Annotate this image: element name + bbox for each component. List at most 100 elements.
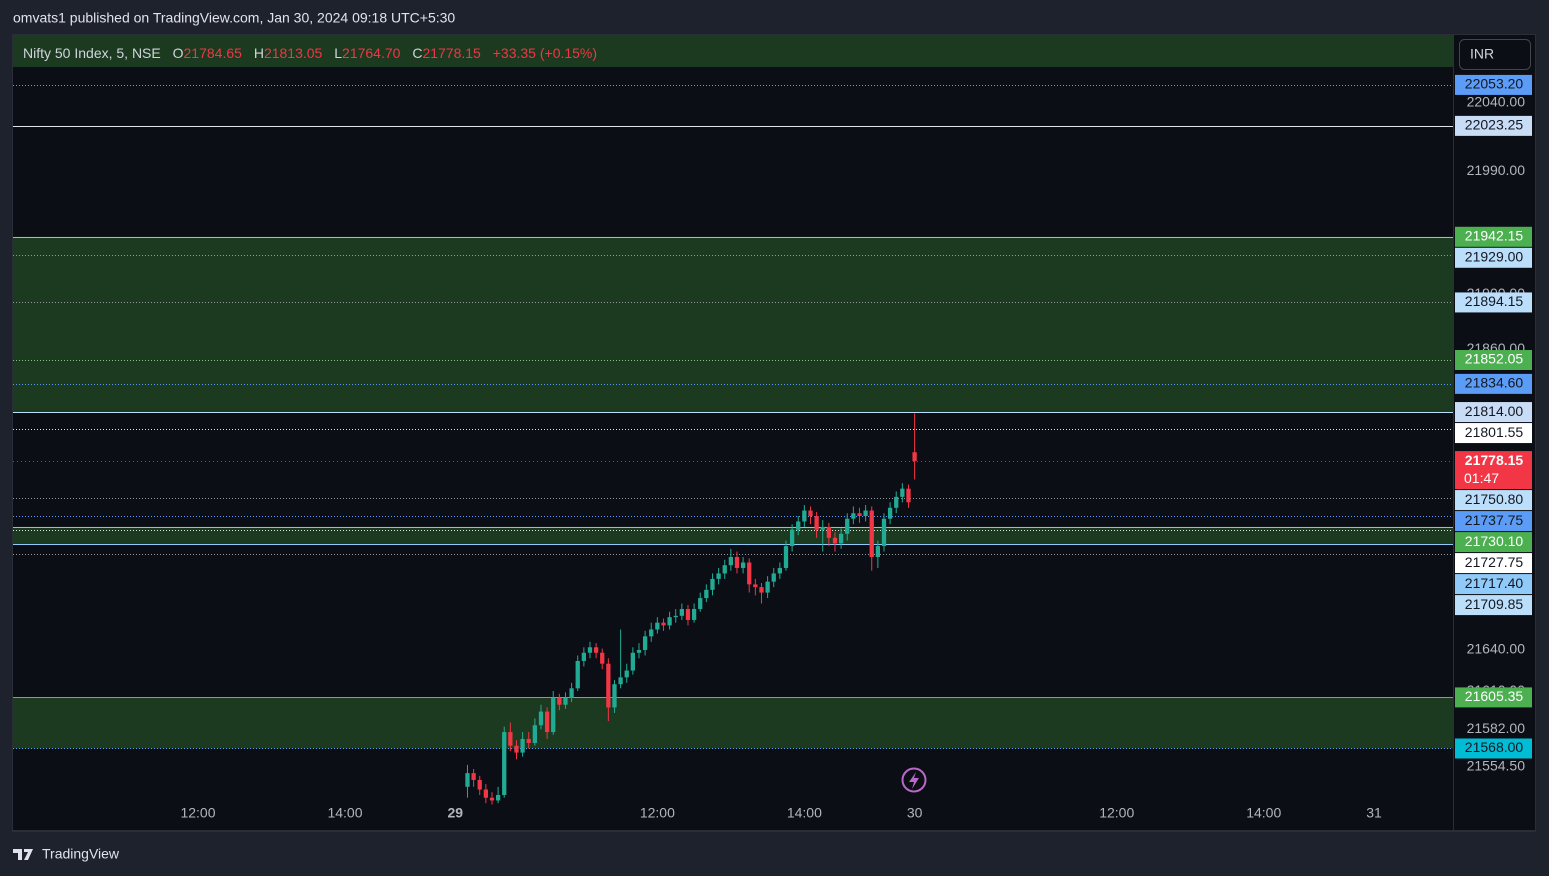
x-tick-label: 29 <box>447 805 463 821</box>
candle-body <box>544 711 550 733</box>
plot-area <box>13 35 1453 805</box>
candle-body <box>606 663 611 708</box>
legend: Nifty 50 Index, 5, NSE O21784.65 H21813.… <box>23 45 597 61</box>
candle-body <box>802 510 807 522</box>
candle-body <box>863 510 868 516</box>
candle-body <box>808 510 813 516</box>
candle-body <box>569 688 574 698</box>
candle-body <box>471 773 476 780</box>
candle-body <box>698 598 703 609</box>
candle-body <box>789 529 795 547</box>
candle-body <box>759 587 764 593</box>
candle-body <box>514 745 519 753</box>
candle-body <box>722 565 727 574</box>
candle-body <box>845 518 850 534</box>
level-label: 21709.85 <box>1465 596 1524 612</box>
level-box <box>1455 490 1532 511</box>
low-value: 21764.70 <box>342 45 401 61</box>
candle-body <box>826 526 832 538</box>
candle-body <box>593 647 599 653</box>
close-value: 21778.15 <box>422 45 481 61</box>
candle-body <box>520 738 525 753</box>
candle-body <box>685 608 691 620</box>
level-box <box>1455 292 1532 313</box>
x-tick-label: 12:00 <box>1099 805 1134 821</box>
low-key: L <box>334 45 342 61</box>
candle-body <box>796 521 801 530</box>
zone <box>13 35 1453 68</box>
level-box <box>1455 423 1532 444</box>
candle-body <box>667 617 672 626</box>
currency: INR <box>1470 46 1494 62</box>
x-tick-label: 14:00 <box>327 805 362 821</box>
candle-body <box>649 629 654 637</box>
x-tick-label: 12:00 <box>180 805 215 821</box>
brand-name: TradingView <box>42 846 120 862</box>
last-price-label: 21778.15 <box>1465 452 1524 468</box>
y-tick-label: 21640.00 <box>1467 641 1526 657</box>
high-key: H <box>254 45 264 61</box>
alert-icon[interactable] <box>901 767 927 793</box>
candle-body <box>489 797 495 801</box>
candle-body <box>691 608 697 620</box>
candle-body <box>728 557 733 566</box>
candle-body <box>587 647 593 653</box>
currency-button[interactable] <box>1459 39 1531 70</box>
brand: TradingView <box>13 846 120 862</box>
candle-body <box>502 732 507 795</box>
candle-body <box>906 488 911 503</box>
candle-body <box>912 452 917 462</box>
level-label: 21717.40 <box>1465 575 1524 591</box>
level-box <box>1455 511 1532 532</box>
level-label: 21801.55 <box>1465 424 1524 440</box>
candle-body <box>704 589 709 599</box>
level-box <box>1455 687 1532 708</box>
candle-body <box>777 567 783 574</box>
candle-body <box>900 488 905 497</box>
candle-body <box>740 562 746 568</box>
candle-body <box>710 578 715 590</box>
candle-body <box>630 652 635 671</box>
level-label: 21737.75 <box>1465 512 1524 528</box>
level-box <box>1455 247 1532 268</box>
legend-text: Nifty 50 Index, 5, NSE O21784.65 H21813.… <box>23 45 597 61</box>
candle-body <box>612 684 617 708</box>
candle-body <box>814 515 819 530</box>
x-tick-label: 14:00 <box>1246 805 1281 821</box>
level-box <box>1455 115 1532 136</box>
level-box <box>1455 574 1532 595</box>
credit: omvats1 published on TradingView.com, Ja… <box>13 10 455 26</box>
candle-body <box>575 660 580 689</box>
candle-body <box>477 779 482 790</box>
level-box <box>1455 350 1532 371</box>
x-tick-label: 14:00 <box>787 805 822 821</box>
candle-body <box>887 507 893 519</box>
level-label: 21730.10 <box>1465 533 1524 549</box>
candle-body <box>655 622 660 630</box>
level-label: 22023.25 <box>1465 117 1524 133</box>
candle-body <box>881 518 887 547</box>
candle-body <box>771 573 776 582</box>
candle-body <box>679 608 684 616</box>
candle-body <box>624 670 629 678</box>
candle-body <box>765 581 770 593</box>
level-box <box>1455 553 1532 574</box>
alert-ring <box>901 767 927 793</box>
level-box <box>1455 532 1532 553</box>
candle-body <box>551 697 556 733</box>
candle-body <box>642 636 648 651</box>
level-label: 21568.00 <box>1465 739 1524 755</box>
candle-body <box>581 652 586 661</box>
candle-body <box>563 697 568 705</box>
level-box <box>1455 373 1532 394</box>
level-box <box>1455 226 1532 247</box>
candle-body <box>483 789 488 798</box>
level-label: 21852.05 <box>1465 351 1524 367</box>
zone <box>13 526 1453 545</box>
open-key: O <box>173 45 184 61</box>
candle-body <box>747 562 752 585</box>
alert-bolt <box>909 772 919 789</box>
brand-logo <box>13 849 33 860</box>
